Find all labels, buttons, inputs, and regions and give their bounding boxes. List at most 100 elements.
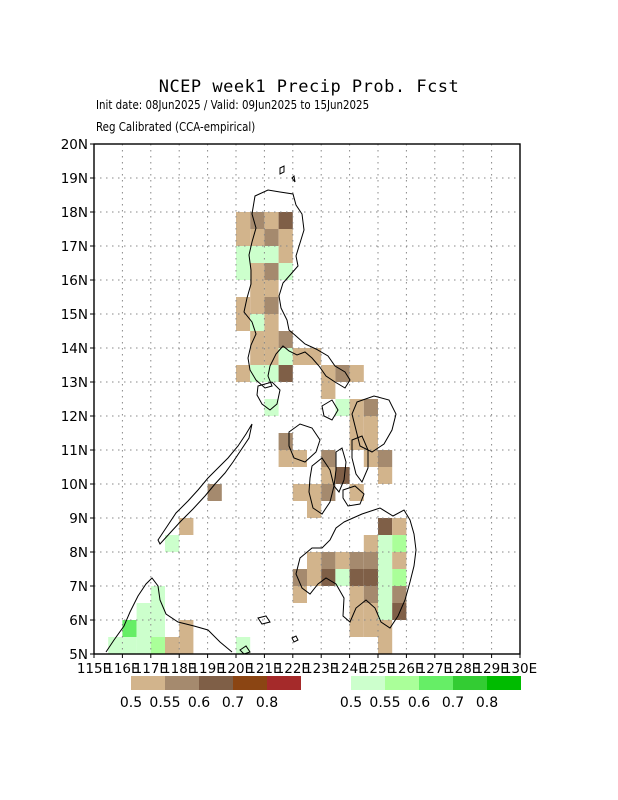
forecast-cell (264, 331, 279, 348)
forecast-cell (264, 399, 279, 416)
forecast-cell (378, 637, 393, 654)
lat-tick-label: 12N (61, 409, 88, 425)
forecast-cell (378, 586, 393, 603)
masbate-coast (321, 399, 339, 421)
forecast-cell (349, 569, 364, 586)
lat-tick-label: 15N (61, 307, 88, 323)
forecast-cell (321, 484, 336, 501)
forecast-cell (363, 603, 378, 620)
color-legend: 0.5 0.55 0.6 0.7 0.8 0.5 0.55 0.6 0.7 0.8 (120, 676, 521, 711)
above-normal-legend-label: 0.8 (476, 695, 498, 711)
forecast-cell (264, 348, 279, 365)
forecast-cell (250, 229, 265, 246)
forecast-cell (264, 212, 279, 229)
forecast-cell (378, 518, 393, 535)
lon-tick-label: 120E (219, 661, 253, 677)
forecast-cell (250, 280, 265, 297)
lat-tick-label: 9N (69, 511, 88, 527)
forecast-cell (250, 297, 265, 314)
forecast-cell (392, 603, 407, 620)
forecast-cell (321, 569, 336, 586)
forecast-cell (278, 433, 293, 450)
lon-tick-label: 124E (332, 661, 366, 677)
forecast-cell (392, 535, 407, 552)
above-normal-legend-label: 0.6 (408, 695, 430, 711)
forecast-cell (392, 518, 407, 535)
forecast-cell (264, 280, 279, 297)
forecast-cell (236, 229, 251, 246)
below-normal-legend-swatch (267, 676, 301, 690)
forecast-cell (349, 484, 364, 501)
method-subtitle: Reg Calibrated (CCA-empirical) (96, 119, 256, 134)
forecast-cell (278, 450, 293, 467)
forecast-cell (150, 603, 165, 620)
forecast-cell (363, 569, 378, 586)
lon-tick-label: 118E (162, 661, 196, 677)
forecast-cell (321, 467, 336, 484)
luzon-coast (243, 189, 351, 389)
below-normal-legend-label: 0.8 (256, 695, 278, 711)
above-normal-legend-label: 0.55 (369, 695, 400, 711)
lon-tick-label: 121E (247, 661, 281, 677)
forecast-cell (335, 399, 350, 416)
above-normal-legend-swatch (453, 676, 487, 690)
forecast-cell (378, 569, 393, 586)
forecast-cell (165, 535, 180, 552)
init-valid-subtitle: Init date: 08Jun2025 / Valid: 09Jun2025 … (96, 97, 370, 112)
lon-tick-label: 127E (418, 661, 452, 677)
forecast-cell (335, 365, 350, 382)
forecast-cell (122, 637, 137, 654)
lat-tick-label: 19N (61, 171, 88, 187)
forecast-cell (264, 229, 279, 246)
lat-tick-label: 10N (61, 477, 88, 493)
below-normal-legend-swatch (165, 676, 199, 690)
panay-coast (288, 423, 321, 463)
forecast-cell (136, 637, 151, 654)
above-normal-legend-swatch (351, 676, 385, 690)
forecast-cell (165, 637, 180, 654)
forecast-cell (278, 348, 293, 365)
below-normal-legend-label: 0.5 (120, 695, 142, 711)
forecast-cell (378, 603, 393, 620)
forecast-cell (292, 484, 307, 501)
above-normal-legend-label: 0.7 (442, 695, 464, 711)
below-normal-legend-swatch (199, 676, 233, 690)
bohol-coast (342, 485, 365, 507)
sulu-islands-coast (239, 615, 299, 655)
below-normal-legend-swatch (131, 676, 165, 690)
forecast-cell (264, 246, 279, 263)
lon-tick-label: 123E (304, 661, 338, 677)
map-gridlines (94, 144, 520, 654)
lon-tick-label: 119E (190, 661, 224, 677)
forecast-cell (363, 535, 378, 552)
forecast-cell (378, 467, 393, 484)
forecast-cell (321, 365, 336, 382)
above-normal-legend-swatch (487, 676, 521, 690)
below-normal-legend-label: 0.55 (149, 695, 180, 711)
cebu-coast (333, 447, 347, 493)
forecast-cell (278, 331, 293, 348)
forecast-cell (150, 586, 165, 603)
forecast-cell (378, 535, 393, 552)
forecast-cell (264, 314, 279, 331)
forecast-cell (264, 365, 279, 382)
forecast-cell (264, 263, 279, 280)
coastlines (105, 165, 417, 655)
forecast-cell (108, 637, 123, 654)
samar-coast (351, 395, 397, 453)
forecast-cell (292, 450, 307, 467)
lat-tick-label: 18N (61, 205, 88, 221)
forecast-cell (335, 569, 350, 586)
forecast-cell (363, 552, 378, 569)
mindanao-coast (295, 507, 417, 629)
forecast-cell (363, 586, 378, 603)
forecast-cell (349, 586, 364, 603)
forecast-cell (335, 552, 350, 569)
borneo-coast (105, 577, 233, 653)
forecast-cells (108, 212, 407, 654)
forecast-cell (378, 620, 393, 637)
forecast-cell (236, 212, 251, 229)
forecast-cell (392, 586, 407, 603)
forecast-cell (363, 416, 378, 433)
forecast-cell (179, 518, 194, 535)
